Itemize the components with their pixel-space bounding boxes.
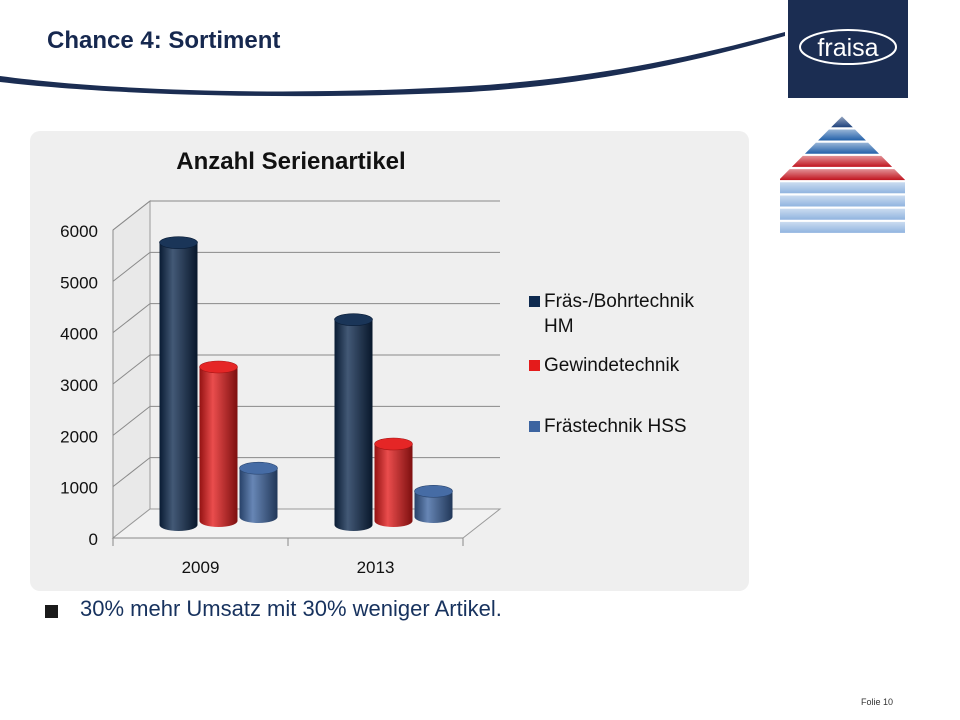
bar-gewindetechnik-2009 — [199, 360, 238, 527]
bar-chart: Anzahl Serienartikel 0 1000 2000 3000 4000 50… — [60, 148, 694, 577]
bar-body — [374, 444, 413, 527]
bar-fr-stechnik-hss-2009 — [239, 461, 278, 523]
chart-panel: Anzahl Serienartikel 0 1000 2000 3000 4000 50… — [30, 131, 749, 591]
gridline-diagonal — [112, 303, 151, 334]
bar-top — [334, 313, 373, 326]
pyramid-icon — [780, 115, 905, 234]
pyramid-layer-highlight — [780, 168, 905, 181]
y-tick-label: 5000 — [60, 273, 98, 292]
pyramid-layer-highlight — [817, 129, 867, 141]
pyramid-layer-highlight — [780, 182, 905, 194]
pyramid-layer-highlight — [830, 116, 854, 128]
gridline-diagonal — [112, 200, 151, 231]
bar-body — [159, 242, 198, 531]
bar-top — [414, 485, 453, 498]
bar-body — [239, 468, 278, 523]
y-tick-label: 2000 — [60, 427, 98, 446]
gridline-diagonal — [112, 457, 151, 488]
legend-swatch — [529, 296, 540, 307]
chart-title: Anzahl Serienartikel — [176, 148, 405, 175]
pyramid-layer-highlight — [791, 155, 893, 168]
y-tick-label: 1000 — [60, 479, 98, 498]
bar-top — [199, 360, 238, 374]
gridline-diagonal — [112, 354, 151, 385]
pyramid-layer-highlight — [804, 142, 880, 154]
pyramid-layer-highlight — [780, 208, 905, 220]
y-tick-label: 3000 — [60, 376, 98, 395]
fraisa-logo: fraisa — [788, 0, 908, 98]
bar-fr-s-bohrtechnik-hm-2009 — [159, 236, 198, 531]
legend-label: Gewindetechnik — [544, 355, 680, 376]
bullet-text: 30% mehr Umsatz mit 30% weniger Artikel. — [80, 596, 502, 621]
legend-label: Fräs-/Bohrtechnik HM — [544, 291, 694, 337]
bar-body — [199, 367, 238, 527]
bar-body — [334, 319, 373, 531]
legend-label: Frästechnik HSS — [544, 416, 687, 437]
x-tick-label: 2009 — [182, 558, 220, 577]
bar-top — [159, 236, 198, 249]
bullet-marker — [45, 605, 58, 618]
pyramid-layer-highlight — [780, 221, 905, 234]
y-tick-label: 4000 — [60, 325, 98, 344]
y-tick-label: 6000 — [60, 222, 98, 241]
legend-swatch — [529, 421, 540, 432]
slide-title: Chance 4: Sortiment — [47, 27, 281, 54]
bar-body — [414, 491, 453, 523]
bar-top — [239, 461, 278, 475]
slide-number: Folie 10 — [861, 697, 894, 707]
pyramid-layer-highlight — [780, 195, 905, 207]
header-swoosh-line — [0, 32, 785, 97]
bar-fr-stechnik-hss-2013 — [414, 485, 453, 523]
gridline-diagonal — [112, 251, 151, 282]
x-tick-label: 2013 — [357, 558, 395, 577]
legend-swatch — [529, 360, 540, 371]
svg-text:fraisa: fraisa — [817, 34, 878, 62]
bar-top — [374, 437, 413, 451]
bar-fr-s-bohrtechnik-hm-2013 — [334, 313, 373, 531]
gridline-diagonal — [112, 405, 151, 436]
bar-gewindetechnik-2013 — [374, 437, 413, 527]
y-tick-label: 0 — [89, 530, 98, 549]
